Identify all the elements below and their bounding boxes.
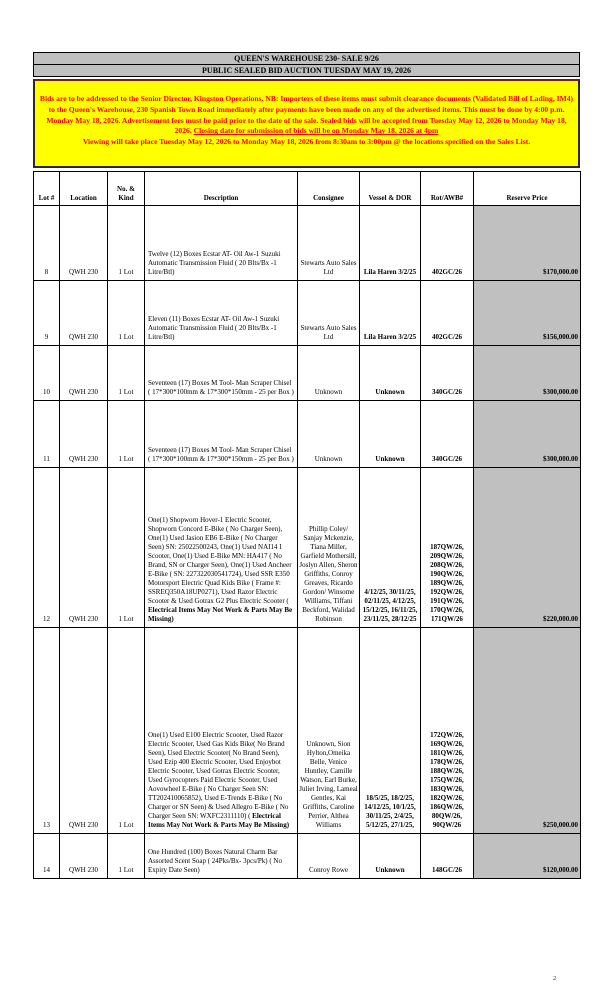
- notice-viewing: Viewing will take place Tuesday May 12, …: [82, 137, 531, 147]
- auction-title-bar: PUBLIC SEALED BID AUCTION TUESDAY MAY 19…: [33, 64, 580, 77]
- header-vessel: Vessel & DOR: [359, 171, 421, 206]
- cell-vessel: 4/12/25, 30/11/25, 02/11/25, 4/12/25, 15…: [359, 467, 421, 628]
- table-row: 14 QWH 230 1 Lot One Hundred (100) Boxes…: [33, 833, 581, 879]
- cell-rot: 402GC/26: [420, 280, 474, 346]
- cell-kind: 1 Lot: [107, 280, 145, 346]
- cell-kind: 1 Lot: [107, 205, 145, 281]
- cell-location: QWH 230: [59, 400, 108, 468]
- header-lot: Lot #: [33, 171, 60, 206]
- cell-location: QWH 230: [59, 627, 108, 834]
- cell-consignee: Unknown, Sion Hylton,Omeika Belle, Venic…: [297, 627, 360, 834]
- cell-reserve-price: $300,000.00: [473, 345, 581, 401]
- cell-vessel: Unknown: [359, 400, 421, 468]
- bid-notice: Bids are to be addressed to the Senior D…: [33, 79, 580, 168]
- table-row: 12 QWH 230 1 Lot One(1) Shopworn Hover-1…: [33, 467, 581, 628]
- cell-reserve-price: $120,000.00: [473, 833, 581, 879]
- cell-kind: 1 Lot: [107, 467, 145, 628]
- cell-reserve-price: $220,000.00: [473, 467, 581, 628]
- auction-title: PUBLIC SEALED BID AUCTION TUESDAY MAY 19…: [202, 66, 411, 75]
- cell-vessel: Unknown: [359, 833, 421, 879]
- cell-consignee: Stewarts Auto Sales Ltd: [297, 280, 360, 346]
- cell-reserve-price: $156,000.00: [473, 280, 581, 346]
- cell-location: QWH 230: [59, 205, 108, 281]
- table-row: 10 QWH 230 1 Lot Seventeen (17) Boxes M …: [33, 345, 581, 401]
- cell-rot: 172QW/26, 169QW/26, 181QW/26, 178QW/26, …: [420, 627, 474, 834]
- cell-vessel: Lila Haren 3/2/25: [359, 280, 421, 346]
- cell-rot: 340GC/26: [420, 400, 474, 468]
- auction-lots-table: Lot # Location No. & Kind Description Co…: [33, 171, 581, 879]
- cell-consignee: Conroy Rowe: [297, 833, 360, 879]
- cell-description: Eleven (11) Boxes Ecstar AT- Oil Aw-1 Su…: [144, 280, 298, 346]
- table-row: 11 QWH 230 1 Lot Seventeen (17) Boxes M …: [33, 400, 581, 468]
- cell-description: One(1) Shopworn Hover-1 Electric Scooter…: [144, 467, 298, 628]
- table-row: 13 QWH 230 1 Lot One(1) Used E100 Electr…: [33, 627, 581, 834]
- cell-lot: 11: [33, 400, 60, 468]
- cell-lot: 12: [33, 467, 60, 628]
- cell-rot: 187QW/26, 209QW/26, 208QW/26, 190QW/26, …: [420, 467, 474, 628]
- cell-location: QWH 230: [59, 467, 108, 628]
- cell-lot: 14: [33, 833, 60, 879]
- cell-vessel: Lila Haren 3/2/25: [359, 205, 421, 281]
- cell-lot: 13: [33, 627, 60, 834]
- header-consignee: Consignee: [297, 171, 360, 206]
- cell-kind: 1 Lot: [107, 833, 145, 879]
- cell-consignee: Unknown: [297, 345, 360, 401]
- cell-lot: 8: [33, 205, 60, 281]
- cell-lot: 9: [33, 280, 60, 346]
- sale-title: QUEEN'S WAREHOUSE 230- SALE 9/26: [234, 54, 379, 63]
- table-row: 8 QWH 230 1 Lot Twelve (12) Boxes Ecstar…: [33, 205, 581, 281]
- cell-vessel: Unknown: [359, 345, 421, 401]
- header-description: Description: [144, 171, 298, 206]
- notice-body: Bids are to be addressed to the Senior D…: [39, 94, 574, 136]
- cell-location: QWH 230: [59, 280, 108, 346]
- cell-consignee: Stewarts Auto Sales Ltd: [297, 205, 360, 281]
- page-number: 2: [553, 975, 557, 982]
- cell-reserve-price: $250,000.00: [473, 627, 581, 834]
- cell-location: QWH 230: [59, 345, 108, 401]
- cell-consignee: Unknown: [297, 400, 360, 468]
- cell-kind: 1 Lot: [107, 627, 145, 834]
- header-rot: Rot/AWB#: [420, 171, 474, 206]
- notice-closing-date: Closing date for submission of bids will…: [193, 126, 439, 136]
- cell-location: QWH 230: [59, 833, 108, 879]
- cell-description: Seventeen (17) Boxes M Tool- Man Scraper…: [144, 400, 298, 468]
- cell-kind: 1 Lot: [107, 400, 145, 468]
- cell-rot: 340GC/26: [420, 345, 474, 401]
- cell-description: Seventeen (17) Boxes M Tool- Man Scraper…: [144, 345, 298, 401]
- cell-description: One Hundred (100) Boxes Natural Charm Ba…: [144, 833, 298, 879]
- header-reserve: Reserve Price: [473, 171, 581, 206]
- cell-description: One(1) Used E100 Electric Scooter, Used …: [144, 627, 298, 834]
- table-row: 9 QWH 230 1 Lot Eleven (11) Boxes Ecstar…: [33, 280, 581, 346]
- cell-rot: 402GC/26: [420, 205, 474, 281]
- cell-lot: 10: [33, 345, 60, 401]
- cell-reserve-price: $300,000.00: [473, 400, 581, 468]
- cell-description: Twelve (12) Boxes Ecstar AT- Oil Aw-1 Su…: [144, 205, 298, 281]
- cell-vessel: 18/5/25, 18/2/25, 14/12/25, 10/1/25, 30/…: [359, 627, 421, 834]
- cell-rot: 148GC/26: [420, 833, 474, 879]
- cell-reserve-price: $170,000.00: [473, 205, 581, 281]
- header-location: Location: [59, 171, 108, 206]
- cell-consignee: Phillip Coley/ Sanjay Mckenzie, Tiana Mi…: [297, 467, 360, 628]
- table-header-row: Lot # Location No. & Kind Description Co…: [33, 171, 581, 206]
- header-kind: No. & Kind: [107, 171, 145, 206]
- document-sheet: QUEEN'S WAREHOUSE 230- SALE 9/26 PUBLIC …: [33, 52, 581, 879]
- cell-kind: 1 Lot: [107, 345, 145, 401]
